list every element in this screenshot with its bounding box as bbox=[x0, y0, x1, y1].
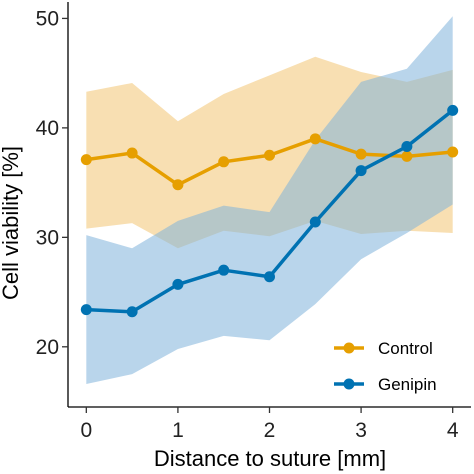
y-tick-label: 50 bbox=[36, 7, 59, 30]
genipin-legend-label: Genipin bbox=[378, 375, 437, 394]
x-tick-label: 3 bbox=[355, 419, 367, 442]
confidence-bands bbox=[86, 16, 453, 385]
control-point bbox=[401, 150, 413, 162]
y-axis-title: Cell viability [%] bbox=[0, 146, 23, 300]
genipin-point bbox=[264, 271, 275, 283]
genipin-confidence-band bbox=[86, 16, 453, 385]
series-points bbox=[80, 104, 459, 318]
genipin-point bbox=[401, 140, 413, 152]
y-tick-label: 20 bbox=[36, 336, 59, 359]
axes: 0 1 2 3 4 20 30 40 50 bbox=[36, 2, 471, 442]
x-tick-label: 4 bbox=[447, 419, 459, 442]
control-point bbox=[309, 133, 321, 145]
x-tick-label: 1 bbox=[172, 419, 184, 442]
control-legend-marker bbox=[343, 342, 355, 354]
genipin-point bbox=[172, 278, 184, 290]
y-tick-label: 40 bbox=[36, 117, 59, 140]
control-point bbox=[80, 154, 92, 166]
y-tick-label: 30 bbox=[36, 226, 59, 249]
control-point bbox=[218, 156, 230, 168]
genipin-point bbox=[126, 306, 138, 318]
genipin-point bbox=[309, 216, 321, 228]
genipin-point bbox=[355, 165, 367, 177]
genipin-point bbox=[447, 104, 459, 116]
genipin-point bbox=[80, 304, 92, 316]
control-legend-label: Control bbox=[378, 339, 433, 358]
control-point bbox=[264, 149, 275, 161]
x-tick-label: 2 bbox=[264, 419, 276, 442]
x-tick-label: 0 bbox=[80, 419, 92, 442]
control-point bbox=[172, 179, 184, 191]
legend: Control Genipin bbox=[334, 339, 437, 394]
control-point bbox=[355, 148, 367, 160]
x-axis-title: Distance to suture [mm] bbox=[154, 446, 386, 471]
genipin-legend-marker bbox=[343, 378, 355, 390]
control-point bbox=[447, 146, 459, 158]
control-point bbox=[126, 147, 138, 159]
genipin-point bbox=[218, 264, 230, 276]
